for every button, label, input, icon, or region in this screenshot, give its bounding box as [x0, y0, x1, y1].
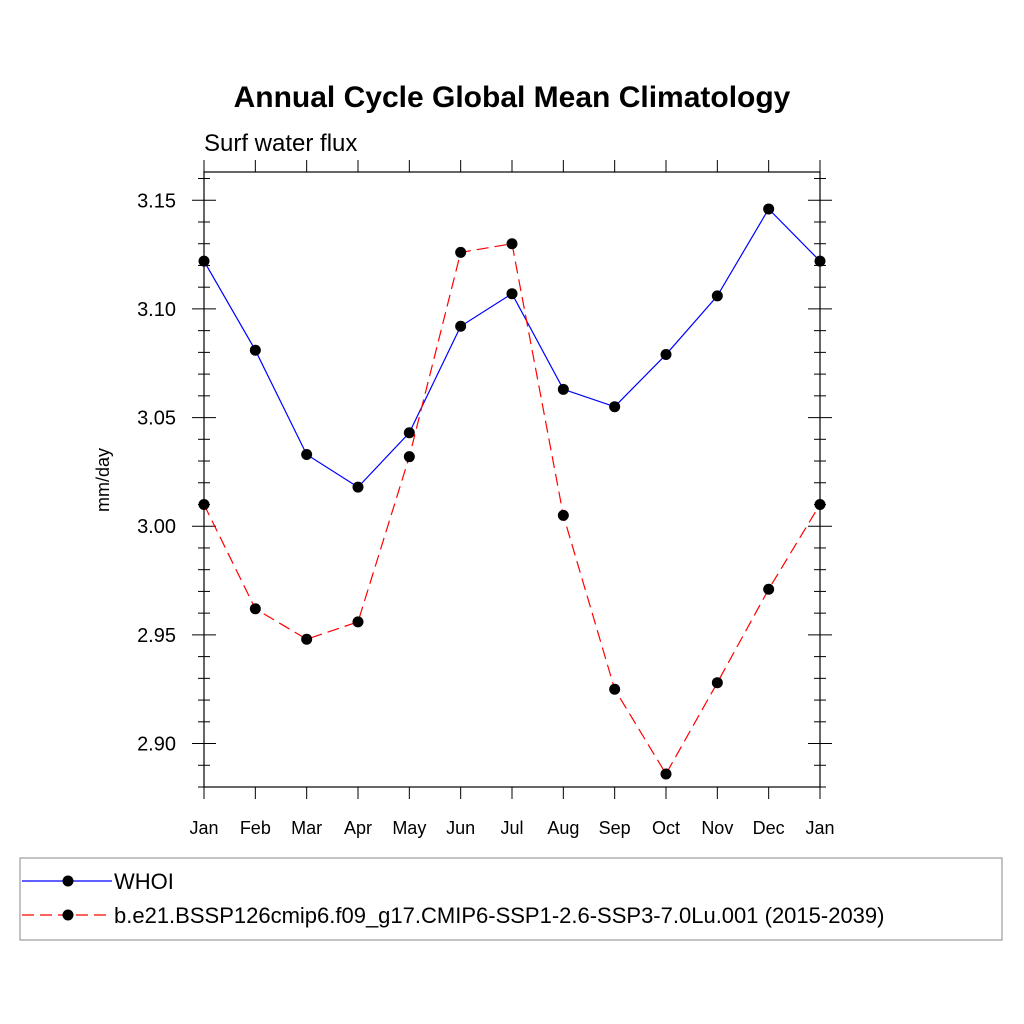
y-tick-label: 3.15: [137, 190, 176, 212]
tick-labels: Jan Feb Mar Apr May Jun Jul Aug Sep Oct Nov Dec Jan 3…: [137, 190, 834, 838]
plot-frame: [203, 171, 821, 788]
y-tick-label: 3.05: [137, 408, 176, 430]
x-tick-label: Mar: [291, 818, 322, 838]
x-tick-label: Nov: [701, 818, 733, 838]
y-tick-label: 2.90: [137, 734, 176, 756]
data-point: [455, 320, 467, 332]
data-point: [506, 238, 518, 250]
legend-marker: [62, 875, 74, 887]
legend-box: [19, 857, 1003, 941]
x-tick-label: Feb: [240, 818, 271, 838]
x-tick-label: Jul: [500, 818, 523, 838]
series-group: [198, 203, 826, 780]
data-point: [557, 509, 569, 521]
x-tick-label: May: [392, 818, 426, 838]
data-point: [249, 344, 261, 356]
legend-marker: [62, 909, 74, 921]
y-tick-label: 3.00: [137, 516, 176, 538]
data-point: [249, 603, 261, 615]
axis-ticks: [192, 160, 832, 799]
x-tick-label: Jan: [189, 818, 218, 838]
data-point: [660, 349, 672, 361]
data-point: [557, 383, 569, 395]
data-point: [352, 616, 364, 628]
data-point: [711, 677, 723, 689]
x-tick-label: Aug: [547, 818, 579, 838]
y-axis-label: mm/day: [93, 448, 113, 512]
series-line: [203, 243, 821, 776]
x-tick-label: Oct: [652, 818, 680, 838]
y-tick-label: 3.10: [137, 299, 176, 321]
legend-label: b.e21.BSSP126cmip6.f09_g17.CMIP6-SSP1-2.…: [114, 903, 884, 928]
data-point: [763, 583, 775, 595]
data-point: [403, 427, 415, 439]
data-point: [711, 290, 723, 302]
series-line: [203, 207, 821, 488]
legend-label: WHOI: [114, 869, 174, 894]
data-point: [609, 683, 621, 695]
chart-subtitle: Surf water flux: [204, 130, 357, 157]
x-tick-label: Jan: [805, 818, 834, 838]
data-point: [506, 288, 518, 300]
data-point: [352, 481, 364, 493]
y-tick-label: 2.95: [137, 625, 176, 647]
data-point: [403, 451, 415, 463]
data-point: [763, 203, 775, 215]
data-point: [301, 633, 313, 645]
data-point: [455, 246, 467, 258]
data-point: [301, 449, 313, 461]
legend: WHOI b.e21.BSSP126cmip6.f09_g17.CMIP6-SSP…: [19, 857, 1003, 941]
x-tick-label: Jun: [446, 818, 475, 838]
x-tick-label: Sep: [599, 818, 631, 838]
x-tick-label: Dec: [753, 818, 785, 838]
data-point: [660, 768, 672, 780]
x-tick-label: Apr: [344, 818, 372, 838]
chart-title: Annual Cycle Global Mean Climatology: [234, 81, 791, 114]
data-point: [609, 401, 621, 413]
